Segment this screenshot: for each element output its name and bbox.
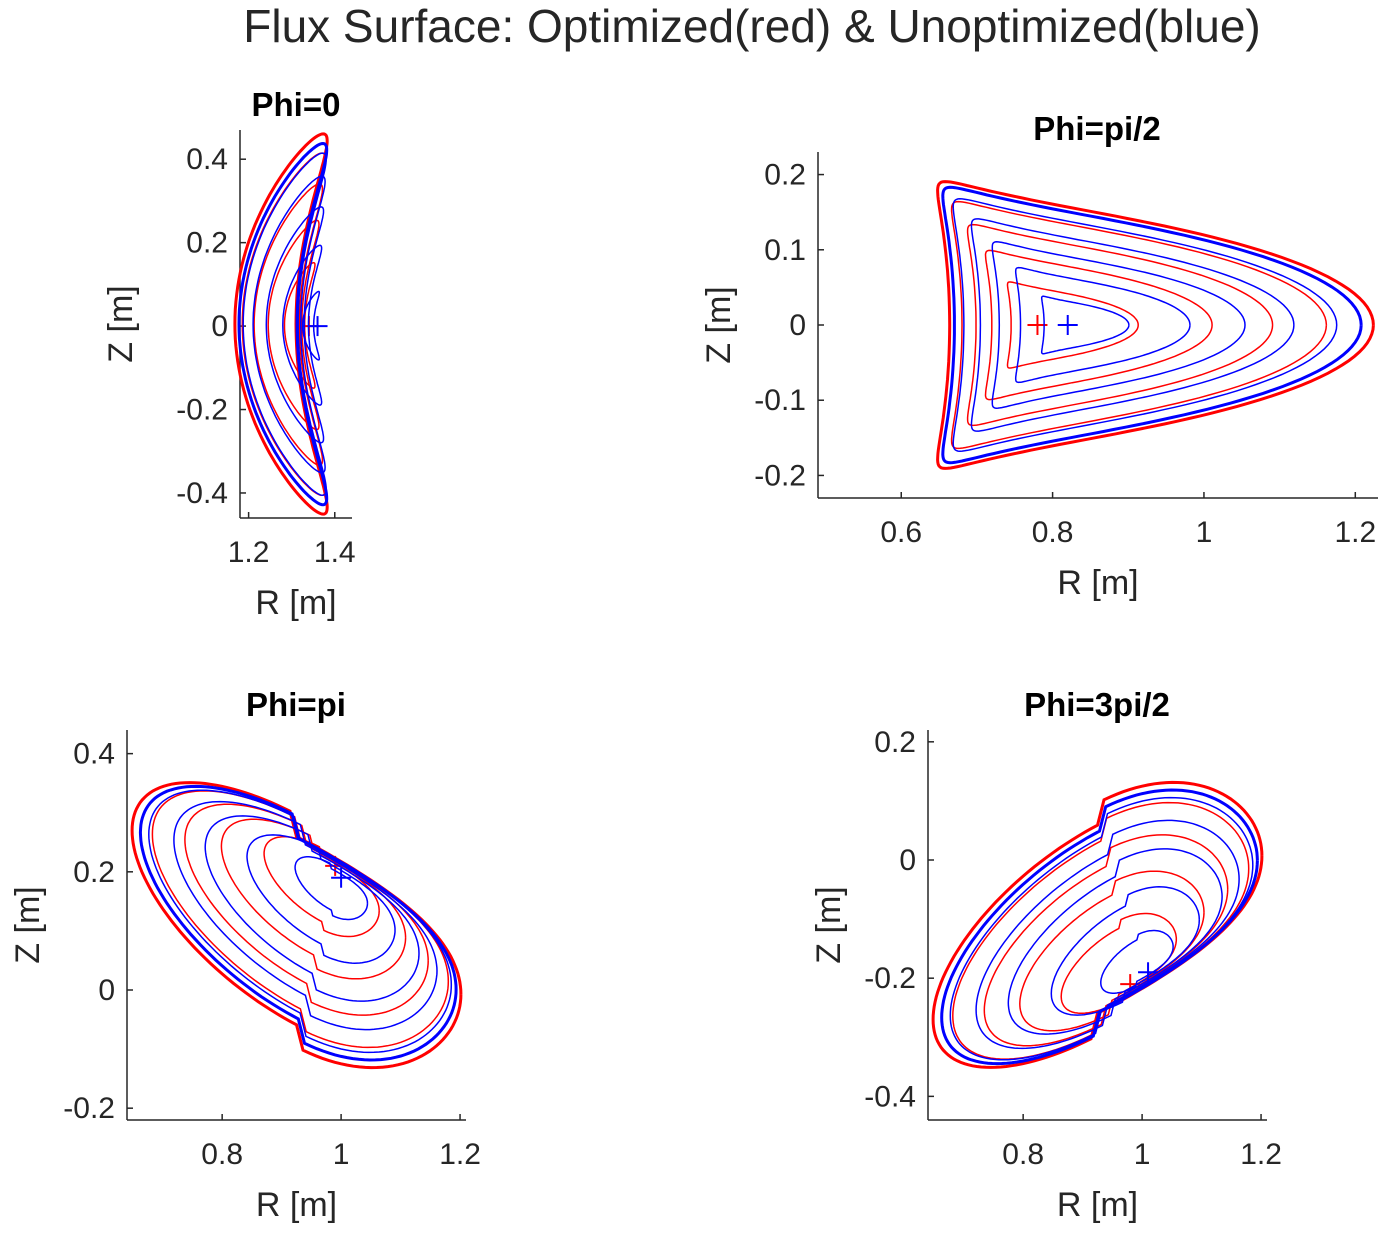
subplot-1: Phi=0 0.4 0.2 0 -0.2 -0.41.2 1.4 R [m] Z [m]	[102, 86, 356, 622]
x-tick-label: 1	[1196, 516, 1213, 549]
x-tick-label: 1	[333, 1138, 350, 1171]
x-tick-label: 1.4	[314, 536, 356, 569]
flux-surface-line	[975, 819, 1240, 1050]
x-tick-label: 1.2	[439, 1138, 481, 1171]
x-tick-label: 0.8	[201, 1138, 243, 1171]
flux-surface-line	[1007, 848, 1223, 1035]
y-tick-label: 0.4	[73, 738, 115, 771]
x-axis-label: R [m]	[1057, 1186, 1138, 1224]
optimized-surfaces	[936, 180, 1375, 470]
flux-surface-line	[1014, 266, 1191, 384]
subplot-panels: Phi=00.40.20-0.2-0.41.2 1.4R [m]Z [m]Phi=…	[9, 86, 1378, 1224]
y-tick-label: 0.4	[186, 143, 228, 176]
y-tick-label: -0.2	[63, 1092, 115, 1125]
y-axis-label: Z [m]	[9, 886, 47, 963]
y-tick-label: -0.2	[864, 962, 916, 995]
x-tick-label: 0.8	[1032, 516, 1074, 549]
subplot-title: Phi=0	[252, 86, 341, 123]
flux-surface-line	[138, 784, 458, 1062]
flux-surface-line	[282, 244, 323, 406]
flux-surface-line	[950, 200, 1328, 450]
y-axis-label: Z [m]	[810, 886, 848, 963]
x-axis-label: R [m]	[255, 584, 336, 622]
y-tick-label: 0.2	[874, 726, 916, 759]
flux-surface-line	[936, 180, 1375, 470]
x-tick-label: 1.2	[1334, 516, 1376, 549]
x-tick-label: 1.2	[1240, 1138, 1282, 1171]
flux-surface-line	[1006, 281, 1139, 369]
flux-surface-line	[991, 241, 1246, 409]
flux-surface-line	[265, 206, 325, 444]
subplot-title: Phi=3pi/2	[1024, 686, 1170, 723]
y-tick-label: 0.1	[764, 234, 806, 267]
x-tick-label: 1	[1134, 1138, 1151, 1171]
subplot-4: Phi=3pi/2 0.2 0 -0.2 -0.4 0.8 1 1.2 R [m] Z [m]	[810, 686, 1282, 1224]
flux-surface-line	[242, 152, 327, 497]
y-tick-label: 0	[211, 310, 228, 343]
unoptimized-surfaces	[138, 784, 458, 1062]
flux-surface-line	[941, 185, 1363, 465]
flux-surface-line	[204, 815, 420, 1002]
y-tick-label: -0.4	[864, 1080, 916, 1113]
flux-surface-line	[1050, 886, 1201, 1016]
subplot-3: Phi=pi 0.4 0.2 0 -0.2 0.8 1 1.2 R [m] Z [m]	[9, 686, 481, 1224]
flux-surface-line	[970, 218, 1295, 432]
flux-surface-line	[184, 803, 429, 1016]
x-tick-label: 1.2	[228, 536, 270, 569]
x-axis-label: R [m]	[1057, 564, 1138, 602]
unoptimized-surfaces	[941, 185, 1363, 465]
unoptimized-surfaces	[940, 788, 1259, 1066]
x-axis-label: R [m]	[256, 1186, 337, 1224]
y-tick-label: -0.2	[754, 459, 806, 492]
flux-surface-line	[1040, 295, 1130, 355]
flux-surface-line	[246, 834, 396, 964]
flux-surface-line	[151, 790, 450, 1049]
x-tick-label: 0.6	[880, 516, 922, 549]
flux-surface-line	[966, 223, 1274, 427]
y-tick-label: 0	[899, 844, 916, 877]
flux-surface-line	[148, 789, 453, 1054]
flux-surface-line	[952, 198, 1338, 452]
flux-surface-line	[220, 818, 407, 980]
y-tick-label: 0.2	[764, 159, 806, 192]
flux-surface-line	[237, 141, 329, 507]
subplot-2: Phi=pi/2 0.2 0.1 0 -0.1 -0.2 0.6 0.8 1 1.2 R [m] Z …	[700, 110, 1378, 602]
flux-surface-line	[253, 183, 324, 466]
x-tick-label: 0.8	[1002, 1138, 1044, 1171]
y-axis-label: Z [m]	[700, 286, 738, 363]
y-tick-label: 0.2	[73, 856, 115, 889]
flux-surface-line	[301, 290, 321, 361]
flux-surface-line	[1100, 929, 1174, 994]
flux-surface-line	[173, 800, 438, 1031]
flux-surface-line	[940, 788, 1259, 1066]
figure-title: Flux Surface: Optimized(red) & Unoptimiz…	[243, 0, 1260, 52]
y-tick-label: -0.4	[176, 477, 228, 510]
flux-surface-line	[294, 856, 369, 921]
y-tick-label: -0.1	[754, 384, 806, 417]
flux-surface-line	[252, 175, 326, 474]
y-tick-label: -0.2	[176, 394, 228, 427]
flux-surface-line	[267, 219, 320, 431]
y-tick-label: 0	[789, 309, 806, 342]
subplot-title: Phi=pi/2	[1033, 110, 1160, 147]
flux-surface-line	[984, 249, 1213, 401]
flux-surface-line	[283, 261, 316, 389]
subplot-title: Phi=pi	[246, 686, 346, 723]
unoptimized-surfaces	[237, 141, 329, 507]
y-tick-label: 0.2	[186, 227, 228, 260]
y-axis-label: Z [m]	[102, 285, 140, 362]
y-tick-label: 0	[98, 974, 115, 1007]
